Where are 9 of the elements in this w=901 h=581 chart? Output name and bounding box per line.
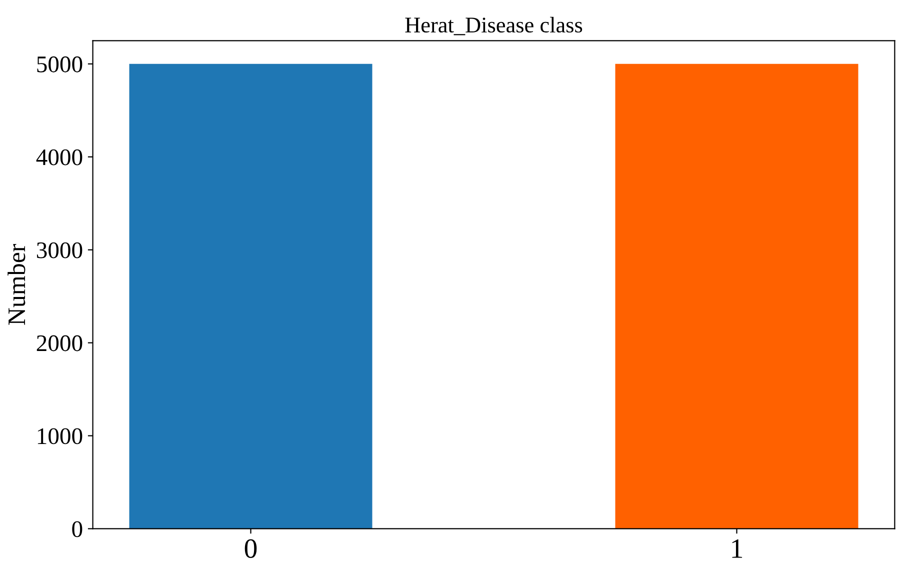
y-tick-label: 1000 — [38, 428, 82, 444]
y-tick-label: 2000 — [36, 335, 82, 352]
y-tick-label: 0 — [72, 521, 82, 538]
chart-title: Herat_Disease class — [405, 16, 582, 36]
y-axis-title: Number — [8, 244, 26, 325]
x-tick-label: 1 — [732, 539, 742, 558]
y-tick-label: 4000 — [36, 149, 82, 166]
y-tick-label: 3000 — [36, 242, 82, 258]
y-tick-label: 5000 — [37, 56, 82, 72]
